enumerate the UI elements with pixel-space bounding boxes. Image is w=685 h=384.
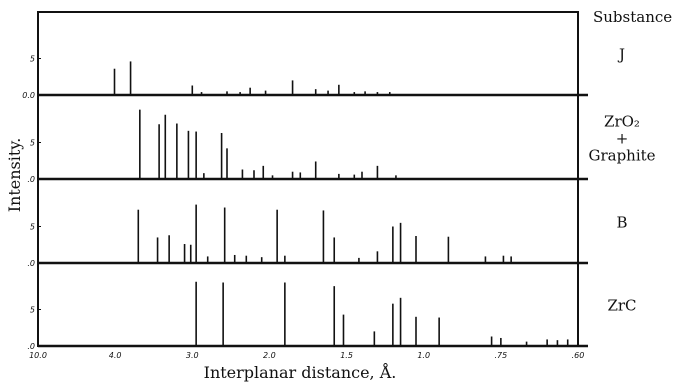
substance-label: Graphite (588, 147, 655, 165)
marks-layer (113, 61, 579, 346)
substance-label: ZrO₂ (604, 113, 640, 131)
substance-label: ZrC (607, 297, 636, 315)
substance-label: J (617, 46, 625, 64)
x-tick-label: 2.0 (263, 351, 276, 360)
legend-header: Substance (593, 8, 672, 26)
y-tick-label: .0 (27, 175, 35, 184)
substance-label: + (616, 130, 629, 148)
y-tick-label: 5 (30, 139, 35, 148)
panels-layer (37, 11, 588, 348)
x-tick-label: 1.5 (340, 351, 353, 360)
y-tick-label: 0.0 (22, 91, 35, 100)
y-tick-label: .0 (27, 259, 35, 268)
x-tick-label: 1.0 (417, 351, 430, 360)
y-tick-label: 5 (30, 223, 35, 232)
y-tick-label: .0 (27, 342, 35, 351)
y-tick-label: 5 (30, 306, 35, 315)
x-tick-label: 10.0 (29, 351, 47, 360)
x-tick-label: 3.0 (186, 351, 199, 360)
x-tick-label: 4.0 (109, 351, 122, 360)
substance-label: B (616, 214, 627, 232)
x-tick-label: .75 (494, 351, 507, 360)
x-tick-label: .60 (572, 351, 585, 360)
x-axis-title: Interplanar distance, Å. (204, 362, 397, 382)
y-tick-label: 5 (30, 55, 35, 64)
y-axis-title: Intensity. (5, 138, 24, 213)
labels-layer: 0.0 5 J .0 5 ZrO₂+Graphite .0 5 B .0 5 ZrC 10.0 4.0 3.… (22, 46, 655, 361)
